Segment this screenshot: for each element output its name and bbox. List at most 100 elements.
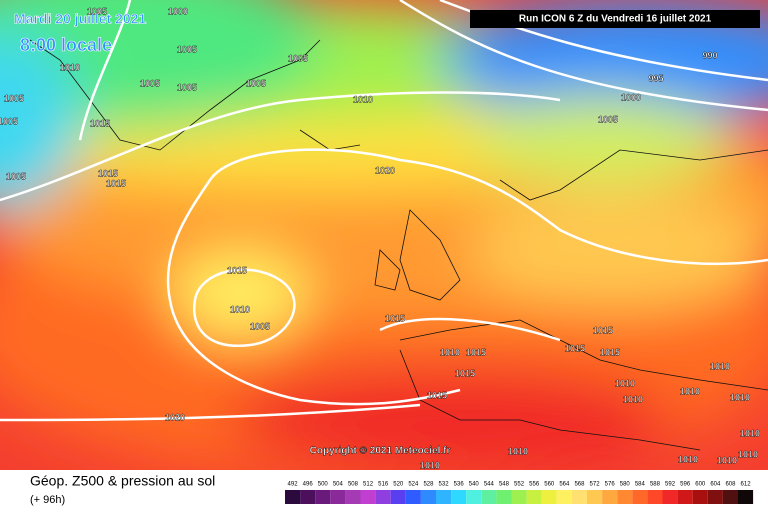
scale-swatch	[526, 490, 542, 504]
isobar-label: 1015	[455, 368, 475, 378]
scale-label: 612	[741, 482, 752, 488]
scale-label: 572	[590, 482, 601, 488]
scale-swatch	[420, 490, 436, 504]
isobar-label: 1010	[717, 455, 737, 465]
scale-label: 532	[439, 482, 450, 488]
scale-label: 580	[620, 482, 631, 488]
scale-swatch	[692, 490, 708, 504]
isobar-label: 1010	[60, 62, 80, 72]
scale-swatch	[481, 490, 497, 504]
footer-lead: (+ 96h)	[30, 494, 65, 506]
run-label: Run ICON 6 Z du Vendredi 16 juillet 2021	[519, 14, 712, 25]
isobar-label: 1015	[600, 347, 620, 357]
isobar-label: 1015	[227, 265, 247, 275]
scale-label: 504	[333, 482, 344, 488]
scale-swatch	[496, 490, 512, 504]
isobar-label: 1020	[165, 412, 185, 422]
isobar-label: 1015	[90, 118, 110, 128]
isobar-label: 1010	[678, 454, 698, 464]
isobar-label: 995	[648, 73, 663, 83]
scale-swatch	[285, 490, 301, 504]
scale-swatch	[541, 490, 557, 504]
scale-label: 528	[423, 482, 434, 488]
scale-label: 552	[514, 482, 525, 488]
scale-label: 608	[725, 482, 736, 488]
scale-label: 556	[529, 482, 540, 488]
map	[0, 0, 768, 470]
isobar-label: 1015	[98, 168, 118, 178]
scale-swatch	[722, 490, 738, 504]
scale-swatch	[345, 490, 361, 504]
isobar-label: 1005	[0, 116, 18, 126]
isobar-label: 1010	[740, 428, 760, 438]
isobar-label: 1015	[106, 178, 126, 188]
scale-label: 496	[303, 482, 314, 488]
color-scale: 492 496 500 504 508 512 516 520 524 528 532 536 540 5…	[285, 482, 754, 504]
isobar-label: 1005	[4, 93, 24, 103]
scale-label: 520	[393, 482, 404, 488]
scale-label: 584	[635, 482, 646, 488]
date-label: Mardi 20 juillet 2021	[14, 11, 146, 27]
scale-swatch	[375, 490, 391, 504]
scale-swatch	[390, 490, 406, 504]
isobar-label: 1000	[621, 92, 641, 102]
scale-label: 564	[559, 482, 570, 488]
isobar-label: 1005	[87, 6, 107, 16]
isobar-label: 1015	[466, 347, 486, 357]
time-label: 8:00 locale	[20, 35, 112, 55]
scale-label: 592	[665, 482, 676, 488]
footer-title: Géop. Z500 & pression au sol	[30, 473, 215, 489]
scale-label: 596	[680, 482, 691, 488]
scale-label: 568	[574, 482, 585, 488]
isobar-label: 1010	[440, 347, 460, 357]
scale-swatch	[662, 490, 678, 504]
scale-swatch	[360, 490, 376, 504]
isobar-label: 990	[702, 50, 717, 60]
isobar-label: 1015	[427, 390, 447, 400]
scale-label: 536	[454, 482, 465, 488]
scale-label: 560	[544, 482, 555, 488]
scale-label: 508	[348, 482, 359, 488]
isobar-label: 1005	[598, 114, 618, 124]
scale-swatch	[632, 490, 648, 504]
scale-swatch	[451, 490, 467, 504]
isobar-label: 1010	[680, 386, 700, 396]
scale-label: 600	[695, 482, 706, 488]
scale-swatch	[315, 490, 331, 504]
scale-swatch	[602, 490, 618, 504]
isobar-label: 1005	[6, 171, 26, 181]
isobar-label: 1010	[623, 394, 643, 404]
isobar-label: 1015	[565, 343, 585, 353]
isobar-label: 1010	[615, 378, 635, 388]
isobar-label: 1010	[730, 392, 750, 402]
scale-swatch	[511, 490, 527, 504]
isobar-label: 1010	[508, 446, 528, 456]
scale-swatch	[617, 490, 633, 504]
scale-label: 588	[650, 482, 661, 488]
scale-label: 548	[499, 482, 510, 488]
scale-swatch	[466, 490, 482, 504]
isobar-label: 1000	[168, 6, 188, 16]
isobar-label: 1015	[593, 325, 613, 335]
isobar-label: 1010	[353, 94, 373, 104]
scale-label: 576	[605, 482, 616, 488]
copyright: Copyright © 2021 Meteociel.fr	[310, 446, 451, 457]
scale-swatch	[436, 490, 452, 504]
scale-label: 540	[469, 482, 480, 488]
scale-label: 500	[318, 482, 329, 488]
isobar-label: 1005	[177, 44, 197, 54]
scale-label: 516	[378, 482, 389, 488]
scale-label: 524	[408, 482, 419, 488]
isobar-label: 1005	[288, 53, 308, 63]
scale-swatch	[677, 490, 693, 504]
scale-swatch	[738, 490, 754, 504]
isobar-label: 1010	[230, 304, 250, 314]
scale-swatch	[405, 490, 421, 504]
scale-swatch	[571, 490, 587, 504]
isobar-label: 1005	[177, 82, 197, 92]
scale-swatch	[300, 490, 316, 504]
scale-swatch	[587, 490, 603, 504]
isobar-label: 1005	[246, 78, 266, 88]
isobar-label: 1010	[420, 460, 440, 470]
